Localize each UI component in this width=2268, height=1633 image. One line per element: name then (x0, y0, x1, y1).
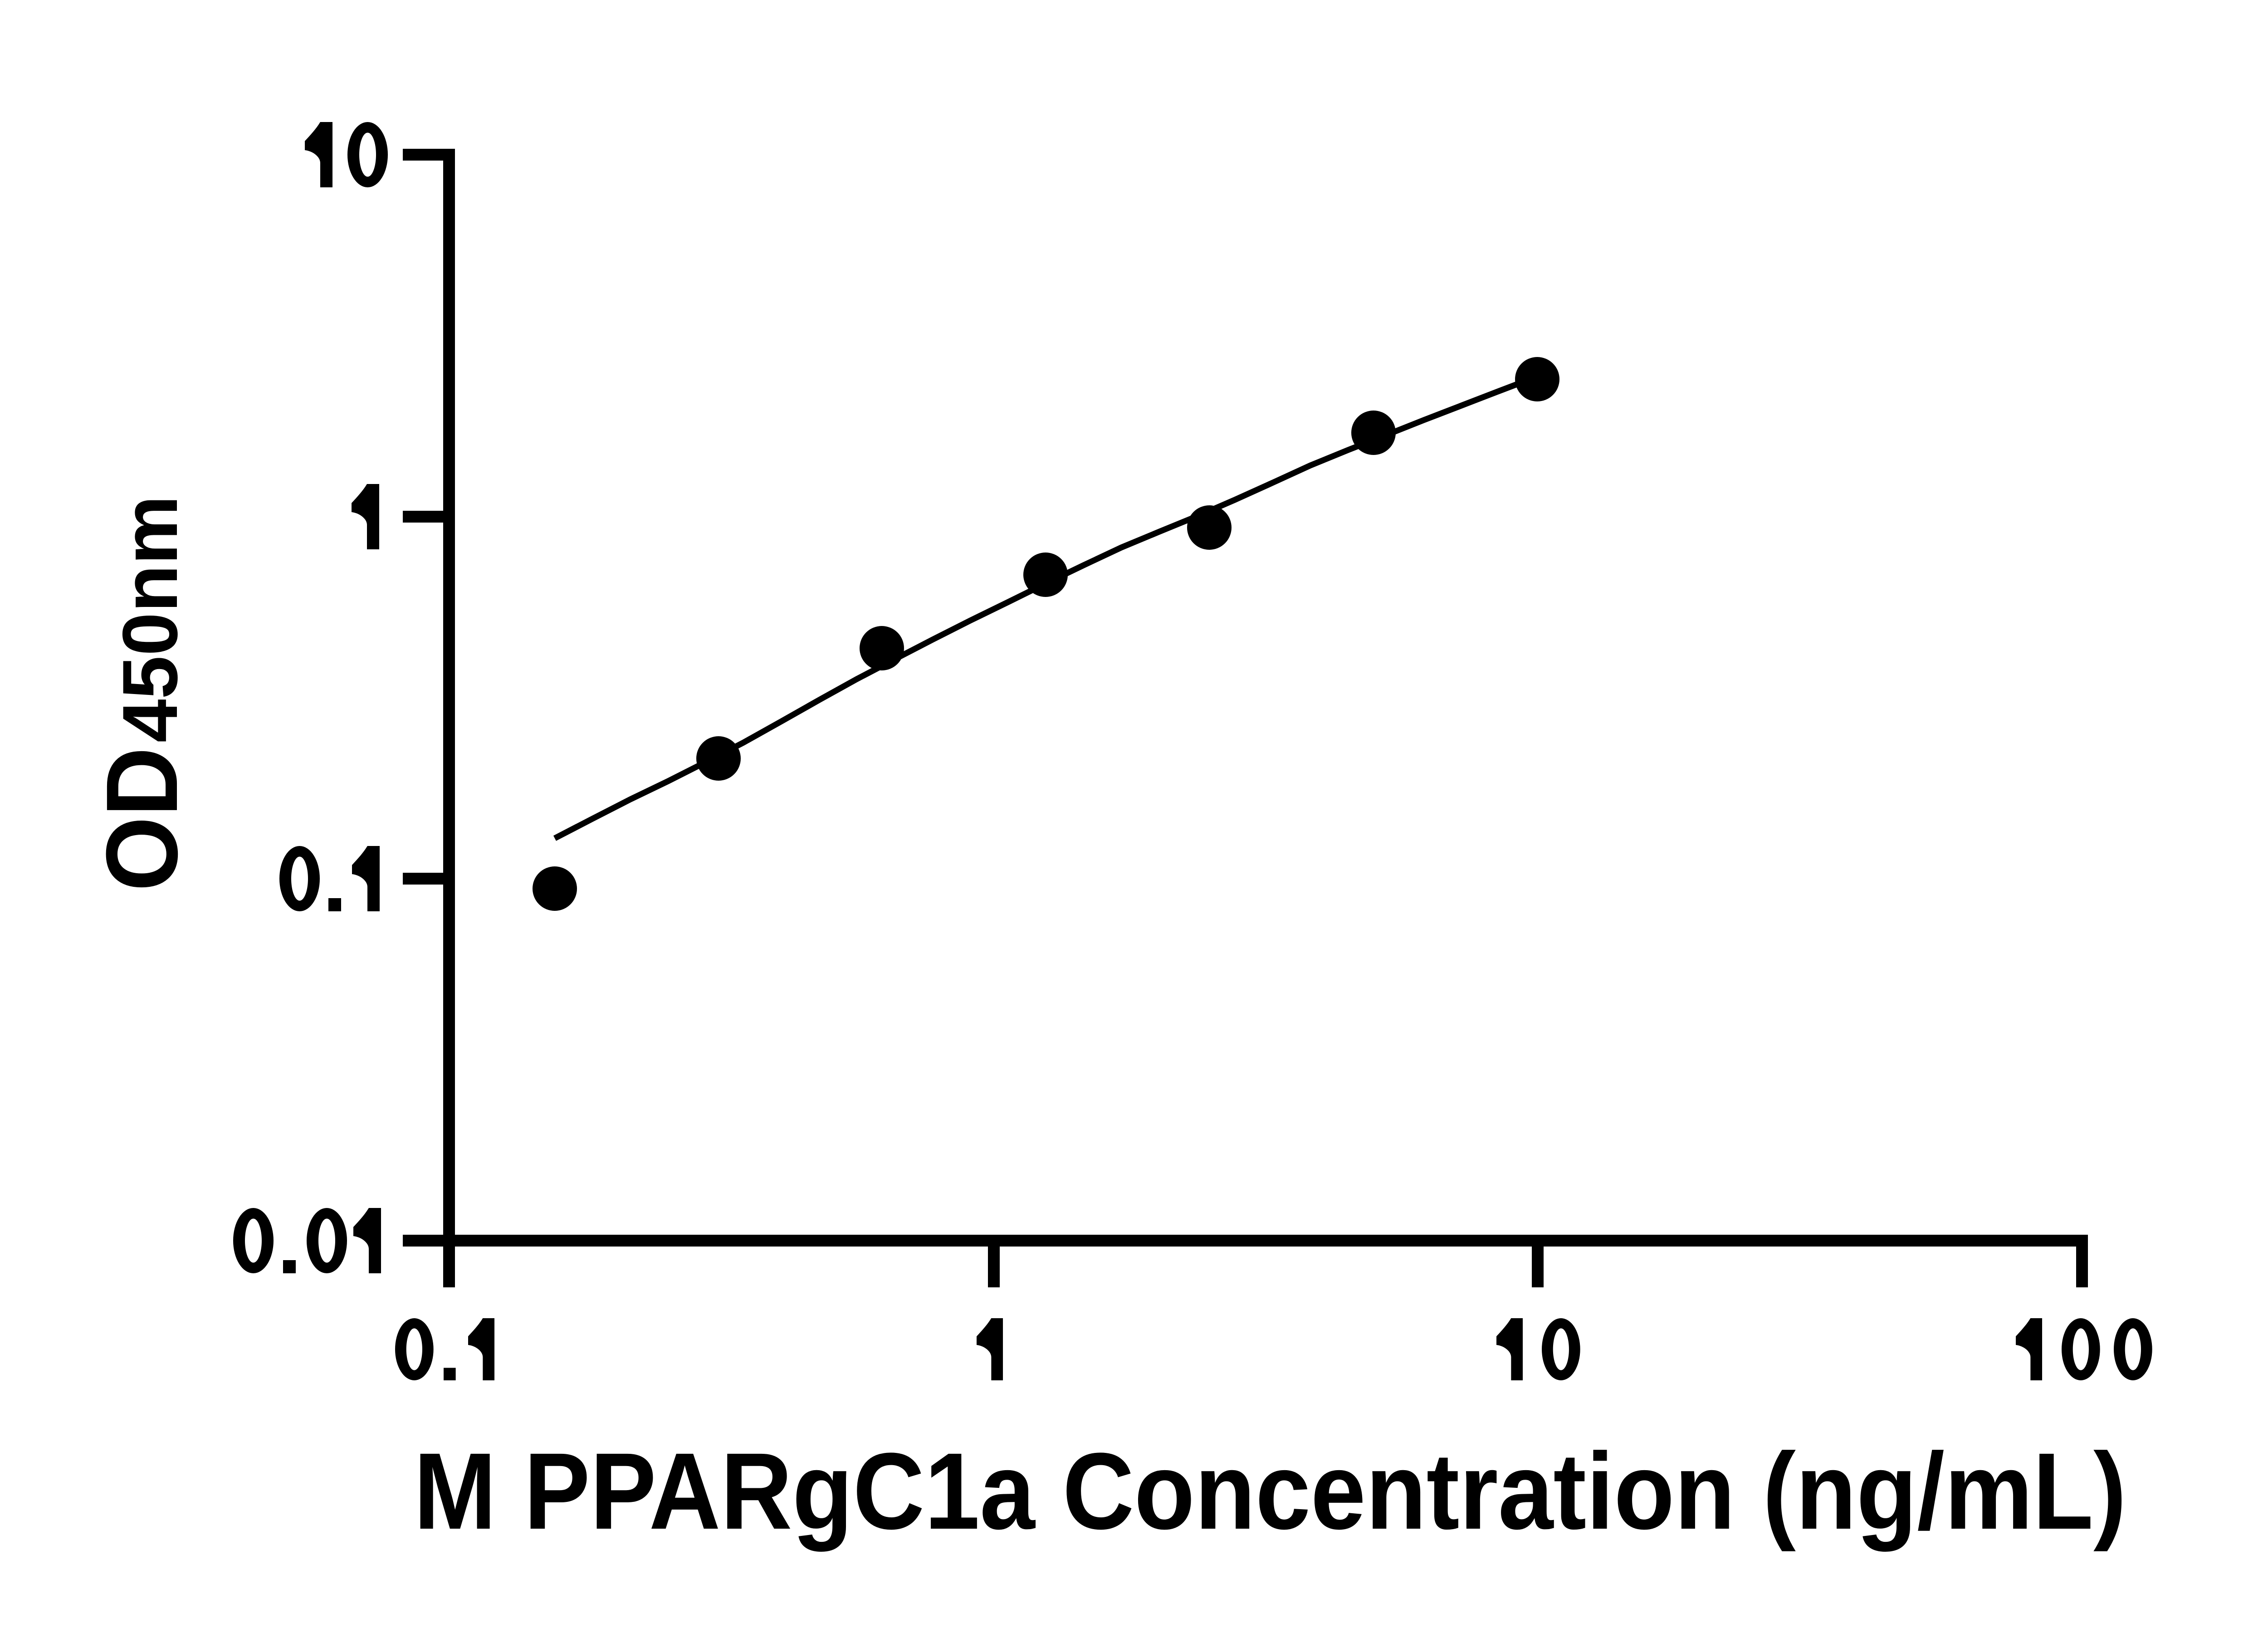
svg-text:M PPARgC1a Concentration (ng/m: M PPARgC1a Concentration (ng/mL) (414, 1430, 2126, 1552)
svg-text:OD: OD (85, 747, 199, 891)
svg-text:450nm: 450nm (107, 495, 194, 743)
